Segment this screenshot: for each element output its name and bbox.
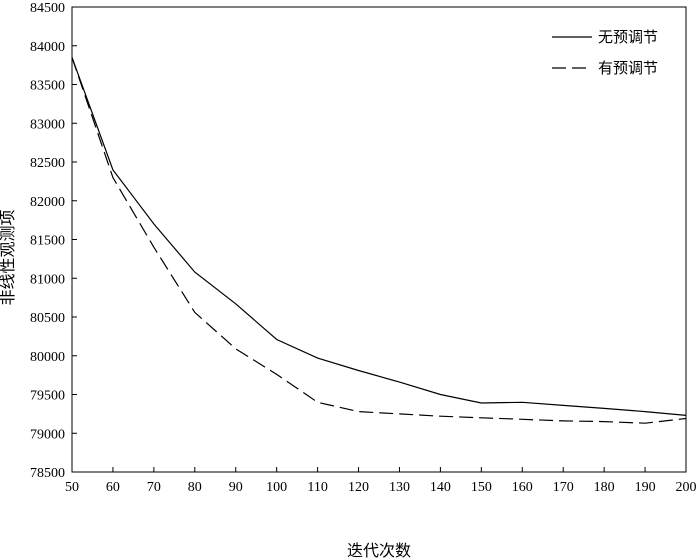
y-tick-label: 83000 [30, 117, 65, 132]
x-tick-label: 100 [266, 480, 287, 495]
y-tick-label: 80000 [30, 350, 65, 365]
y-tick-label: 83500 [30, 79, 65, 94]
y-tick-label: 81500 [30, 234, 65, 249]
y-tick-label: 82000 [30, 195, 65, 210]
x-tick-label: 200 [676, 480, 697, 495]
x-tick-label: 50 [65, 480, 79, 495]
x-tick-label: 80 [188, 480, 202, 495]
y-tick-label: 84500 [30, 1, 65, 16]
x-tick-label: 70 [147, 480, 161, 495]
y-axis-title: 非线性观测项 [0, 209, 17, 305]
x-tick-label: 190 [635, 480, 656, 495]
y-tick-label: 78500 [30, 466, 65, 481]
x-tick-label: 90 [229, 480, 243, 495]
x-tick-label: 180 [594, 480, 615, 495]
x-tick-label: 160 [512, 480, 533, 495]
x-tick-label: 130 [389, 480, 410, 495]
y-tick-label: 84000 [30, 40, 65, 55]
x-tick-label: 170 [553, 480, 574, 495]
y-tick-label: 79000 [30, 427, 65, 442]
y-tick-label: 81000 [30, 272, 65, 287]
y-tick-label: 80500 [30, 311, 65, 326]
x-tick-label: 120 [348, 480, 369, 495]
y-axis-ticks: 78500 79000 79500 80000 80500 81000 81500 82000… [30, 1, 77, 481]
series-line-2 [71, 57, 687, 424]
series-layer [71, 57, 687, 424]
x-tick-label: 110 [307, 480, 327, 495]
x-axis-title: 迭代次数 [347, 541, 411, 560]
series-line-1 [71, 57, 687, 416]
x-tick-label: 60 [106, 480, 120, 495]
plot-frame [71, 6, 687, 473]
legend-label-1: 无预调节 [598, 28, 658, 46]
x-tick-label: 150 [471, 480, 492, 495]
x-axis-ticks: 50 60 70 80 90 100 110 120 130 140 150 160 170 180 190… [65, 467, 697, 495]
y-tick-label: 82500 [30, 156, 65, 171]
y-tick-label: 79500 [30, 389, 65, 404]
x-tick-label: 140 [430, 480, 451, 495]
legend-label-2: 有预调节 [598, 59, 658, 77]
